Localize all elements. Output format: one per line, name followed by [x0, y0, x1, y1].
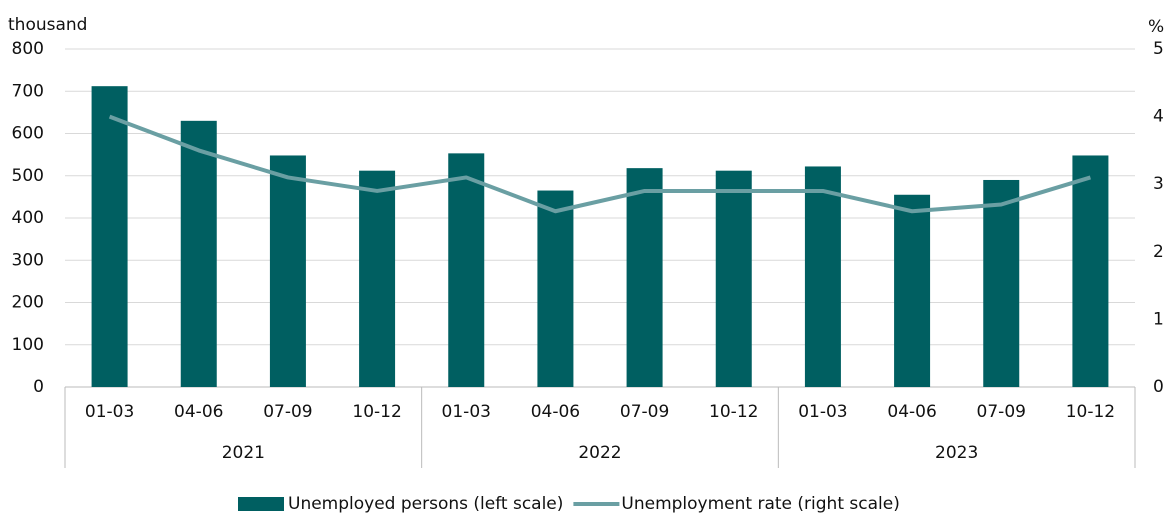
- y2-tick-label: 3: [1153, 174, 1164, 194]
- x-tick-label: 04-06: [174, 402, 223, 422]
- x-tick-label: 01-03: [85, 402, 134, 422]
- bar: [448, 153, 485, 387]
- y-tick-label: 500: [12, 166, 44, 186]
- x-tick-label: 10-12: [1066, 402, 1115, 422]
- bar: [269, 155, 306, 387]
- bar: [983, 179, 1020, 387]
- x-tick-label: 10-12: [709, 402, 758, 422]
- y2-axis-label: %: [1148, 17, 1164, 37]
- y-axis-label: thousand: [8, 15, 87, 35]
- bar: [359, 170, 396, 387]
- y-tick-label: 200: [12, 293, 44, 313]
- group-label: 2022: [578, 443, 621, 463]
- y-tick-label: 400: [12, 208, 44, 228]
- y2-tick-label: 1: [1153, 309, 1164, 329]
- x-tick-label: 07-09: [620, 402, 669, 422]
- y-tick-label: 100: [12, 335, 44, 355]
- bar: [91, 86, 128, 388]
- y2-tick-label: 0: [1153, 377, 1164, 397]
- x-tick-label: 07-09: [977, 402, 1026, 422]
- line: [108, 114, 1091, 214]
- bar: [1072, 155, 1109, 387]
- x-tick-label: 10-12: [352, 402, 401, 422]
- bar: [804, 166, 841, 387]
- bar: [715, 170, 752, 387]
- bar: [626, 168, 663, 387]
- y-tick-label: 800: [12, 39, 44, 59]
- bar: [894, 194, 931, 387]
- y2-tick-label: 4: [1153, 107, 1164, 127]
- legend-label: Unemployed persons (left scale): [288, 494, 563, 513]
- group-label: 2023: [935, 443, 978, 463]
- legend-label: Unemployment rate (right scale): [621, 494, 899, 513]
- y-tick-label: 600: [12, 124, 44, 144]
- bar: [180, 120, 217, 387]
- y2-tick-label: 2: [1153, 242, 1164, 262]
- x-tick-label: 01-03: [442, 402, 491, 422]
- y-tick-label: 0: [33, 377, 44, 397]
- y-tick-label: 700: [12, 81, 44, 101]
- x-tick-label: 07-09: [263, 402, 312, 422]
- x-tick-label: 04-06: [531, 402, 580, 422]
- legend-swatch: [238, 497, 284, 511]
- y-tick-label: 300: [12, 250, 44, 270]
- group-label: 2021: [222, 443, 265, 463]
- x-tick-label: 01-03: [798, 402, 847, 422]
- x-tick-label: 04-06: [887, 402, 936, 422]
- y2-tick-label: 5: [1153, 39, 1164, 59]
- bar: [537, 190, 574, 387]
